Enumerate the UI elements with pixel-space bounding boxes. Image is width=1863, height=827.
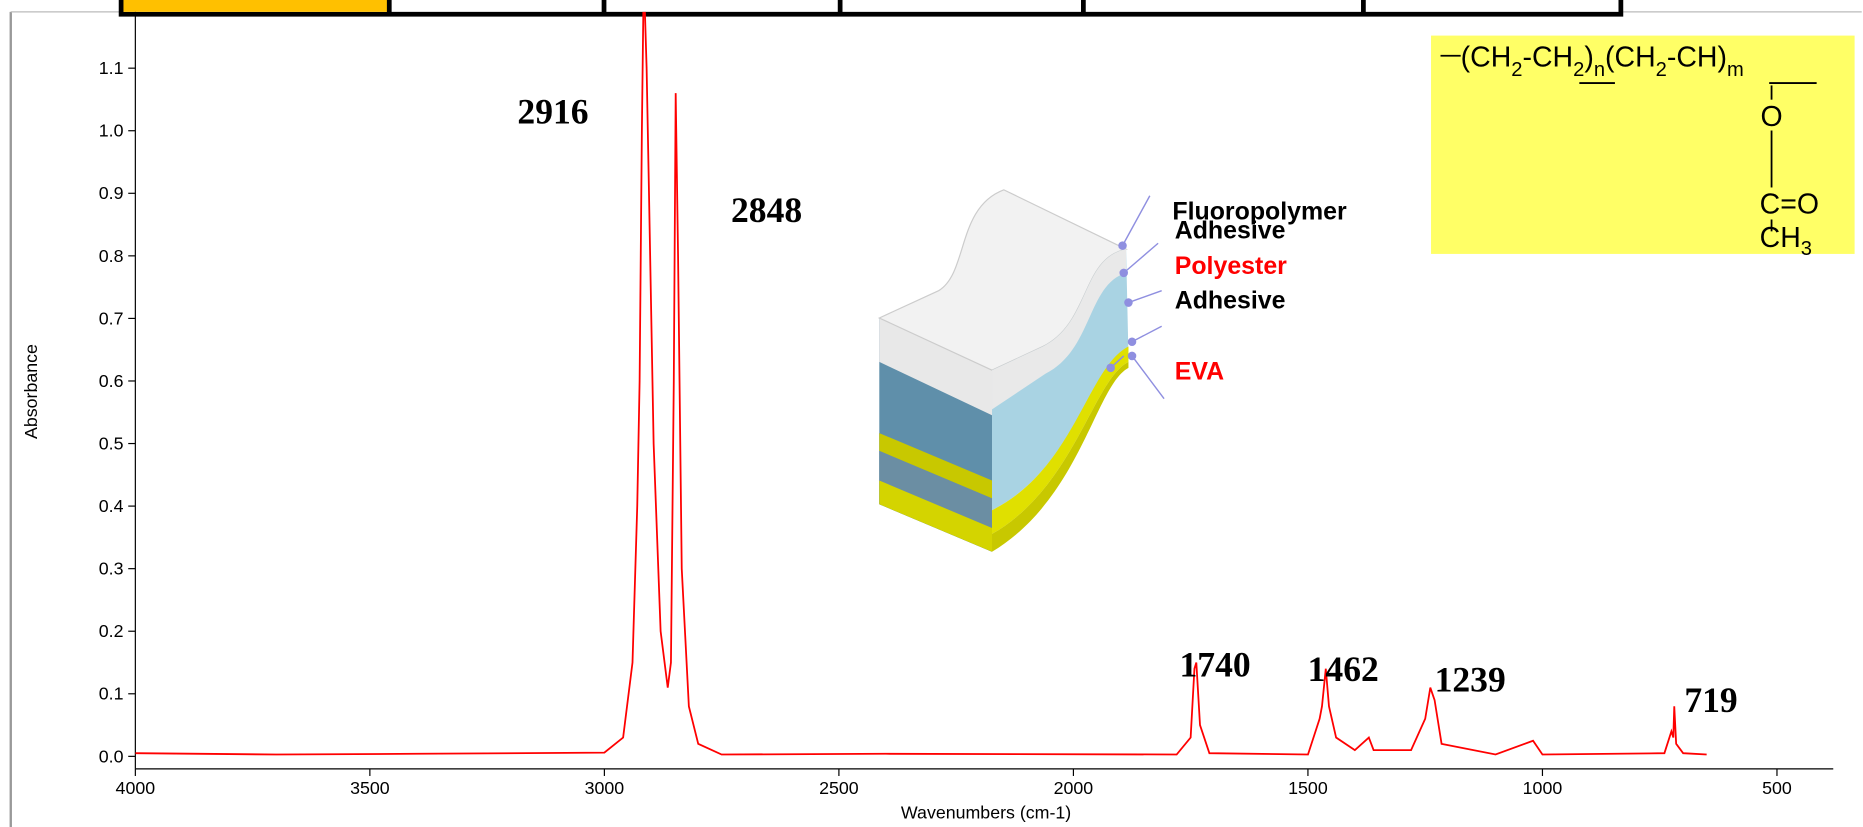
peak-label: 1239 [1435, 660, 1506, 700]
peak-label: 1740 [1179, 644, 1250, 684]
y-tick-label: 0.1 [99, 684, 124, 704]
structure-part: 2 [1511, 59, 1522, 81]
structure-methyl: CH3 [1760, 222, 1812, 260]
x-tick-label: 4000 [116, 778, 156, 798]
structure-oxygen: O [1760, 101, 1782, 133]
y-axis-label: Absorbance [21, 344, 41, 439]
structure-box [1431, 35, 1855, 254]
y-tick-label: 0.3 [99, 559, 124, 579]
layer-label: EVA [1175, 358, 1224, 386]
structure-part: ) [1584, 41, 1593, 73]
peak-label: 1462 [1308, 649, 1379, 689]
y-tick-label: 0.2 [99, 621, 124, 641]
y-tick-label: 0.4 [99, 496, 124, 516]
structure-part: ) [1717, 41, 1726, 73]
y-tick-label: 0.0 [99, 746, 124, 766]
layer-label: Polyester [1175, 252, 1287, 280]
y-tick-label: 0.9 [99, 183, 124, 203]
peak-label: 2848 [731, 190, 802, 230]
peak-label: 2916 [517, 91, 588, 131]
structure-part: (CH [1461, 41, 1512, 73]
y-tick-label: 1.0 [99, 121, 124, 141]
laminate-diagram [855, 41, 1384, 552]
structure-part: CH [1760, 222, 1801, 254]
x-tick-label: 1000 [1523, 778, 1563, 798]
spectrum-line [135, 11, 1707, 756]
x-tick-label: 1500 [1288, 778, 1328, 798]
structure-part: n [1594, 59, 1605, 81]
peak-label: 719 [1684, 680, 1737, 720]
structure-part: m [1727, 59, 1744, 81]
x-tick-label: 2500 [819, 778, 859, 798]
x-tick-label: 3500 [350, 778, 390, 798]
structure-part: C [1760, 189, 1781, 221]
x-tick-label: 500 [1762, 778, 1792, 798]
x-axis-label: Wavenumbers (cm-1) [901, 803, 1071, 823]
layer-label: Fluoropolymer [1172, 198, 1347, 226]
structure-chain: (CH2-CH2)n(CH2-CH)m [1461, 41, 1744, 80]
y-tick-label: 0.7 [99, 308, 124, 328]
y-tick-label: 0.8 [99, 246, 124, 266]
structure-part: =O [1780, 189, 1819, 221]
structure-part: 3 [1801, 238, 1812, 260]
layer-label: Adhesive [1175, 286, 1286, 314]
y-tick-label: 0.6 [99, 371, 124, 391]
structure-part: -CH [1523, 41, 1574, 73]
y-tick-label: 0.5 [99, 433, 124, 453]
y-tick-label: 1.1 [99, 58, 124, 78]
structure-part: -CH [1667, 41, 1718, 73]
x-tick-label: 3000 [585, 778, 625, 798]
structure-carbonyl: C=O [1760, 189, 1819, 221]
structure-part: 2 [1573, 59, 1584, 81]
x-tick-label: 2000 [1054, 778, 1094, 798]
structure-part: (CH [1605, 41, 1656, 73]
layer-label: Adhesive [1175, 216, 1286, 244]
structure-part: 2 [1656, 59, 1667, 81]
tab-row [118, 0, 1624, 17]
